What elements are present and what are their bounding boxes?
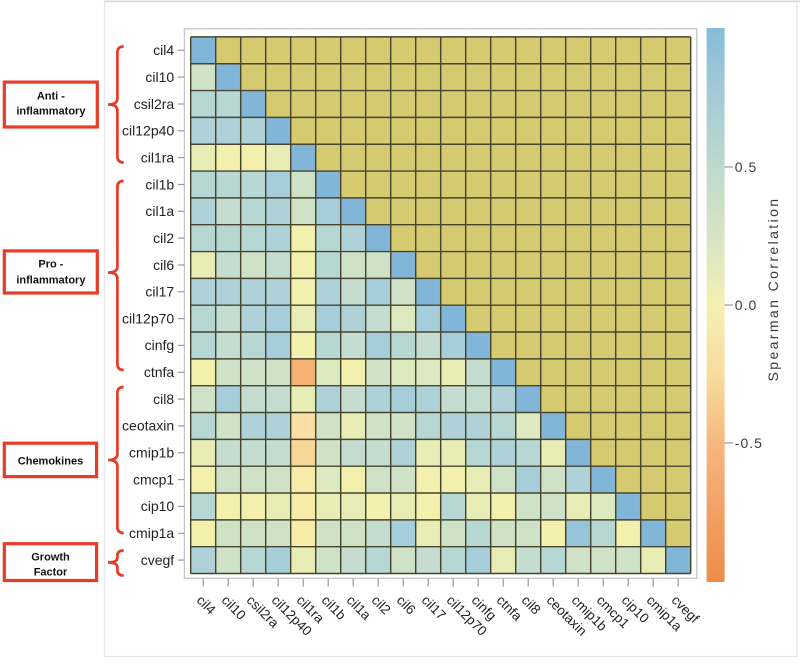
svg-text:0.5: 0.5 <box>735 159 757 175</box>
svg-text:cil6: cil6 <box>153 257 174 273</box>
svg-text:cmip1b: cmip1b <box>129 445 174 461</box>
svg-text:ceotaxin: ceotaxin <box>122 418 174 434</box>
svg-text:cil12p40: cil12p40 <box>122 123 174 139</box>
svg-text:inflammatory: inflammatory <box>16 105 86 117</box>
svg-text:Growth: Growth <box>31 551 70 563</box>
svg-text:cil12p70: cil12p70 <box>122 310 174 326</box>
svg-text:cil1ra: cil1ra <box>141 149 175 165</box>
svg-text:cmcp1: cmcp1 <box>133 471 174 487</box>
svg-text:cmip1a: cmip1a <box>129 525 174 541</box>
svg-text:cil2: cil2 <box>153 230 174 246</box>
svg-text:cil1a: cil1a <box>145 203 174 219</box>
svg-text:0.0: 0.0 <box>735 297 757 313</box>
svg-text:cil17: cil17 <box>145 284 174 300</box>
svg-text:cinfg: cinfg <box>145 337 175 353</box>
svg-text:cip10: cip10 <box>141 498 175 514</box>
svg-text:Anti -: Anti - <box>37 90 65 102</box>
svg-text:Factor: Factor <box>34 566 68 578</box>
svg-text:-0.5: -0.5 <box>735 435 763 451</box>
svg-text:cil10: cil10 <box>145 69 174 85</box>
svg-text:csil2ra: csil2ra <box>134 96 175 112</box>
svg-text:ctnfa: ctnfa <box>144 364 175 380</box>
svg-text:cvegf: cvegf <box>141 552 175 568</box>
svg-text:cil1b: cil1b <box>145 176 174 192</box>
svg-text:Chemokines: Chemokines <box>18 455 83 467</box>
svg-text:Pro -: Pro - <box>38 259 63 271</box>
svg-text:Spearman Correlation: Spearman Correlation <box>765 197 781 382</box>
svg-text:inflammatory: inflammatory <box>16 275 86 287</box>
svg-text:cil4: cil4 <box>153 42 174 58</box>
svg-text:cil8: cil8 <box>153 391 174 407</box>
